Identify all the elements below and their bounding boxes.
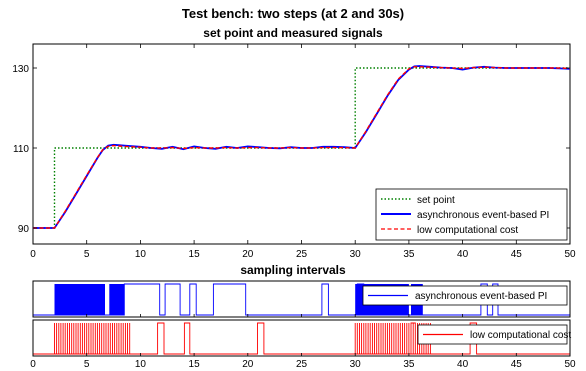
sampling-trace-1: [33, 322, 570, 355]
sampling-legend-low-cost: low computational cost: [417, 324, 571, 345]
x-tick-label: 25: [296, 249, 308, 260]
sampling-x-tick-label: 35: [403, 359, 415, 370]
x-tick-label: 35: [403, 249, 415, 260]
sampling-trace-0: [33, 283, 570, 316]
legend-label-event-based-pi: asynchronous event-based PI: [417, 210, 549, 221]
x-tick-label: 0: [30, 249, 36, 260]
dense-sampling-block: [54, 284, 105, 315]
sampling-legend-event-based: asynchronous event-based PI: [362, 285, 568, 306]
sampling-legend-label-low-cost: low computational cost: [470, 330, 571, 341]
sampling-x-tick-label: 45: [511, 359, 523, 370]
main-axes: 0 5 10 15 20 25 30 35 40 45 50 90 110 130: [12, 44, 576, 260]
x-tick-label: 5: [84, 249, 90, 260]
y-tick-label: 130: [12, 64, 29, 75]
sampling-legend-box-low-cost: [417, 324, 568, 345]
sampling-legend-label-event-based: asynchronous event-based PI: [415, 291, 547, 302]
x-tick-label: 15: [189, 249, 201, 260]
sampling-x-tick-label: 10: [135, 359, 147, 370]
x-tick-label: 50: [564, 249, 576, 260]
sampling-chart-title: sampling intervals: [240, 263, 346, 277]
legend-label-low-cost: low computational cost: [417, 225, 518, 236]
y-tick-label: 90: [18, 224, 30, 235]
dense-sampling-block: [109, 284, 125, 315]
x-tick-label: 40: [457, 249, 469, 260]
x-tick-label: 20: [242, 249, 254, 260]
main-series-group: [33, 65, 571, 229]
sampling-x-tick-label: 5: [84, 359, 90, 370]
sampling-chart: sampling intervals 0 5 10 15 20 25 30 35 40 45 50 …: [30, 263, 576, 370]
x-tick-label: 30: [350, 249, 362, 260]
x-tick-label: 45: [511, 249, 523, 260]
legend-label-set-point: set point: [417, 195, 455, 206]
main-chart-title: set point and measured signals: [203, 26, 383, 40]
main-legend: set point asynchronous event-based PI lo…: [375, 188, 568, 241]
figure-title: Test bench: two steps (at 2 and 30s): [182, 6, 404, 21]
sampling-x-tick-label: 0: [30, 359, 36, 370]
sampling-axes: 0 5 10 15 20 25 30 35 40 45 50: [30, 314, 576, 370]
sampling-x-tick-label: 40: [457, 359, 469, 370]
sampling-x-tick-label: 25: [296, 359, 308, 370]
sampling-x-tick-label: 15: [189, 359, 201, 370]
main-chart: set point and measured signals 0 5 10 15 20 2…: [12, 26, 576, 260]
x-tick-label: 10: [135, 249, 147, 260]
y-tick-label: 110: [13, 144, 29, 155]
series-line-2: [33, 66, 571, 229]
sampling-x-tick-label: 30: [350, 359, 362, 370]
sampling-legend-box-event-based: [362, 285, 568, 306]
sampling-x-tick-label: 50: [564, 359, 576, 370]
sampling-x-tick-label: 20: [242, 359, 254, 370]
